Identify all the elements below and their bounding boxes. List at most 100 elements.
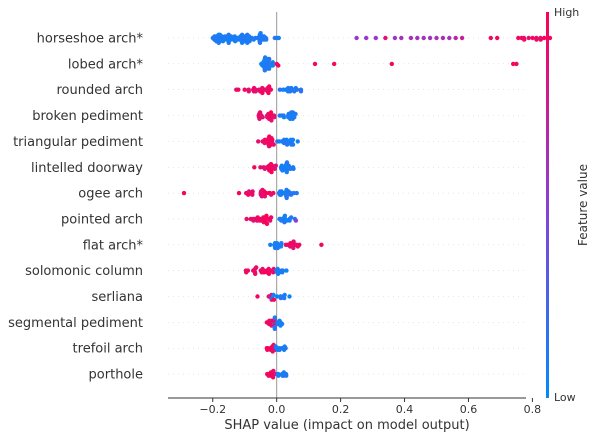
x-tick-label: 0.6 [460, 403, 478, 416]
feature-labels: horseshoe arch* lobed arch* rounded arch br… [8, 32, 143, 383]
data-point [522, 37, 527, 42]
data-point [274, 294, 280, 299]
data-point [268, 110, 274, 115]
data-point [293, 111, 298, 117]
data-point [447, 35, 452, 41]
data-point [245, 268, 251, 273]
data-point [272, 326, 277, 331]
colorbar-low-label: Low [554, 391, 576, 404]
data-point [332, 61, 337, 67]
data-point [255, 294, 260, 299]
data-point [264, 221, 270, 226]
data-point [252, 165, 257, 170]
data-point [427, 35, 433, 41]
data-point [258, 165, 263, 170]
data-point [511, 61, 516, 67]
data-point [264, 213, 269, 218]
data-point [516, 35, 521, 41]
data-point [284, 268, 289, 273]
x-tick-label: 0.4 [396, 403, 414, 416]
data-point [290, 142, 296, 147]
data-point [294, 190, 299, 196]
x-axis-label: SHAP value (impact on model output) [224, 418, 469, 433]
data-point [278, 244, 284, 249]
data-point [279, 321, 285, 327]
data-point [244, 216, 249, 222]
data-point [253, 89, 258, 94]
data-point [281, 115, 287, 120]
data-point [312, 61, 318, 67]
data-point [268, 215, 274, 220]
colorbar-title: Feature value [576, 164, 590, 246]
data-point [284, 373, 289, 378]
data-point [270, 60, 275, 65]
data-point [293, 218, 299, 223]
data-point [440, 35, 446, 41]
data-point [271, 368, 276, 374]
data-point [399, 35, 404, 41]
data-point [389, 61, 394, 67]
data-point [530, 35, 535, 41]
data-point [408, 35, 414, 41]
data-point [273, 163, 278, 168]
data-point [495, 35, 500, 41]
points-layer [181, 31, 553, 380]
feature-label: serliana [91, 290, 143, 305]
data-point [268, 242, 273, 247]
data-point [270, 375, 276, 380]
data-point [298, 89, 304, 94]
data-point [295, 139, 300, 144]
data-point [287, 294, 292, 299]
feature-label: triangular pediment [13, 135, 143, 150]
data-point [276, 373, 281, 378]
data-point [284, 169, 289, 175]
data-point [269, 118, 274, 123]
data-point [276, 63, 281, 68]
data-point [279, 241, 284, 246]
data-point [264, 37, 269, 42]
data-point [354, 35, 359, 41]
data-point [459, 35, 465, 41]
data-point [271, 297, 277, 302]
feature-label: ogee arch [78, 187, 143, 202]
data-point [284, 142, 290, 147]
data-point [291, 190, 296, 196]
data-point [526, 35, 531, 41]
feature-label: trefoil arch [73, 342, 143, 357]
data-point [236, 87, 241, 92]
data-point [542, 35, 547, 41]
data-point [421, 35, 426, 41]
data-point [236, 190, 242, 196]
data-point [392, 35, 398, 41]
data-point [267, 56, 272, 62]
data-point [242, 87, 247, 92]
data-point [280, 268, 285, 273]
data-point [290, 137, 296, 142]
data-point [319, 242, 324, 247]
data-point [282, 213, 288, 218]
feature-label: pointed arch [61, 212, 143, 227]
feature-label: solomonic column [25, 264, 143, 279]
data-point [284, 160, 290, 165]
data-point [415, 35, 420, 41]
x-tick-label: 0.2 [332, 403, 350, 416]
colorbar-gradient [546, 12, 549, 398]
data-point [246, 89, 251, 94]
data-point [373, 35, 378, 41]
data-point [266, 66, 272, 71]
data-point [453, 35, 458, 41]
data-point [271, 142, 276, 147]
data-point [181, 190, 187, 196]
data-point [266, 90, 271, 96]
row-guides [168, 37, 526, 375]
data-point [260, 115, 265, 120]
data-point [383, 35, 388, 41]
data-point [254, 265, 259, 270]
feature-label: flat arch* [83, 238, 144, 253]
x-tick-label: −0.2 [199, 403, 226, 416]
feature-label: segmental pediment [8, 316, 143, 331]
data-point [538, 37, 543, 42]
feature-label: porthole [89, 368, 143, 383]
data-point [364, 35, 369, 41]
